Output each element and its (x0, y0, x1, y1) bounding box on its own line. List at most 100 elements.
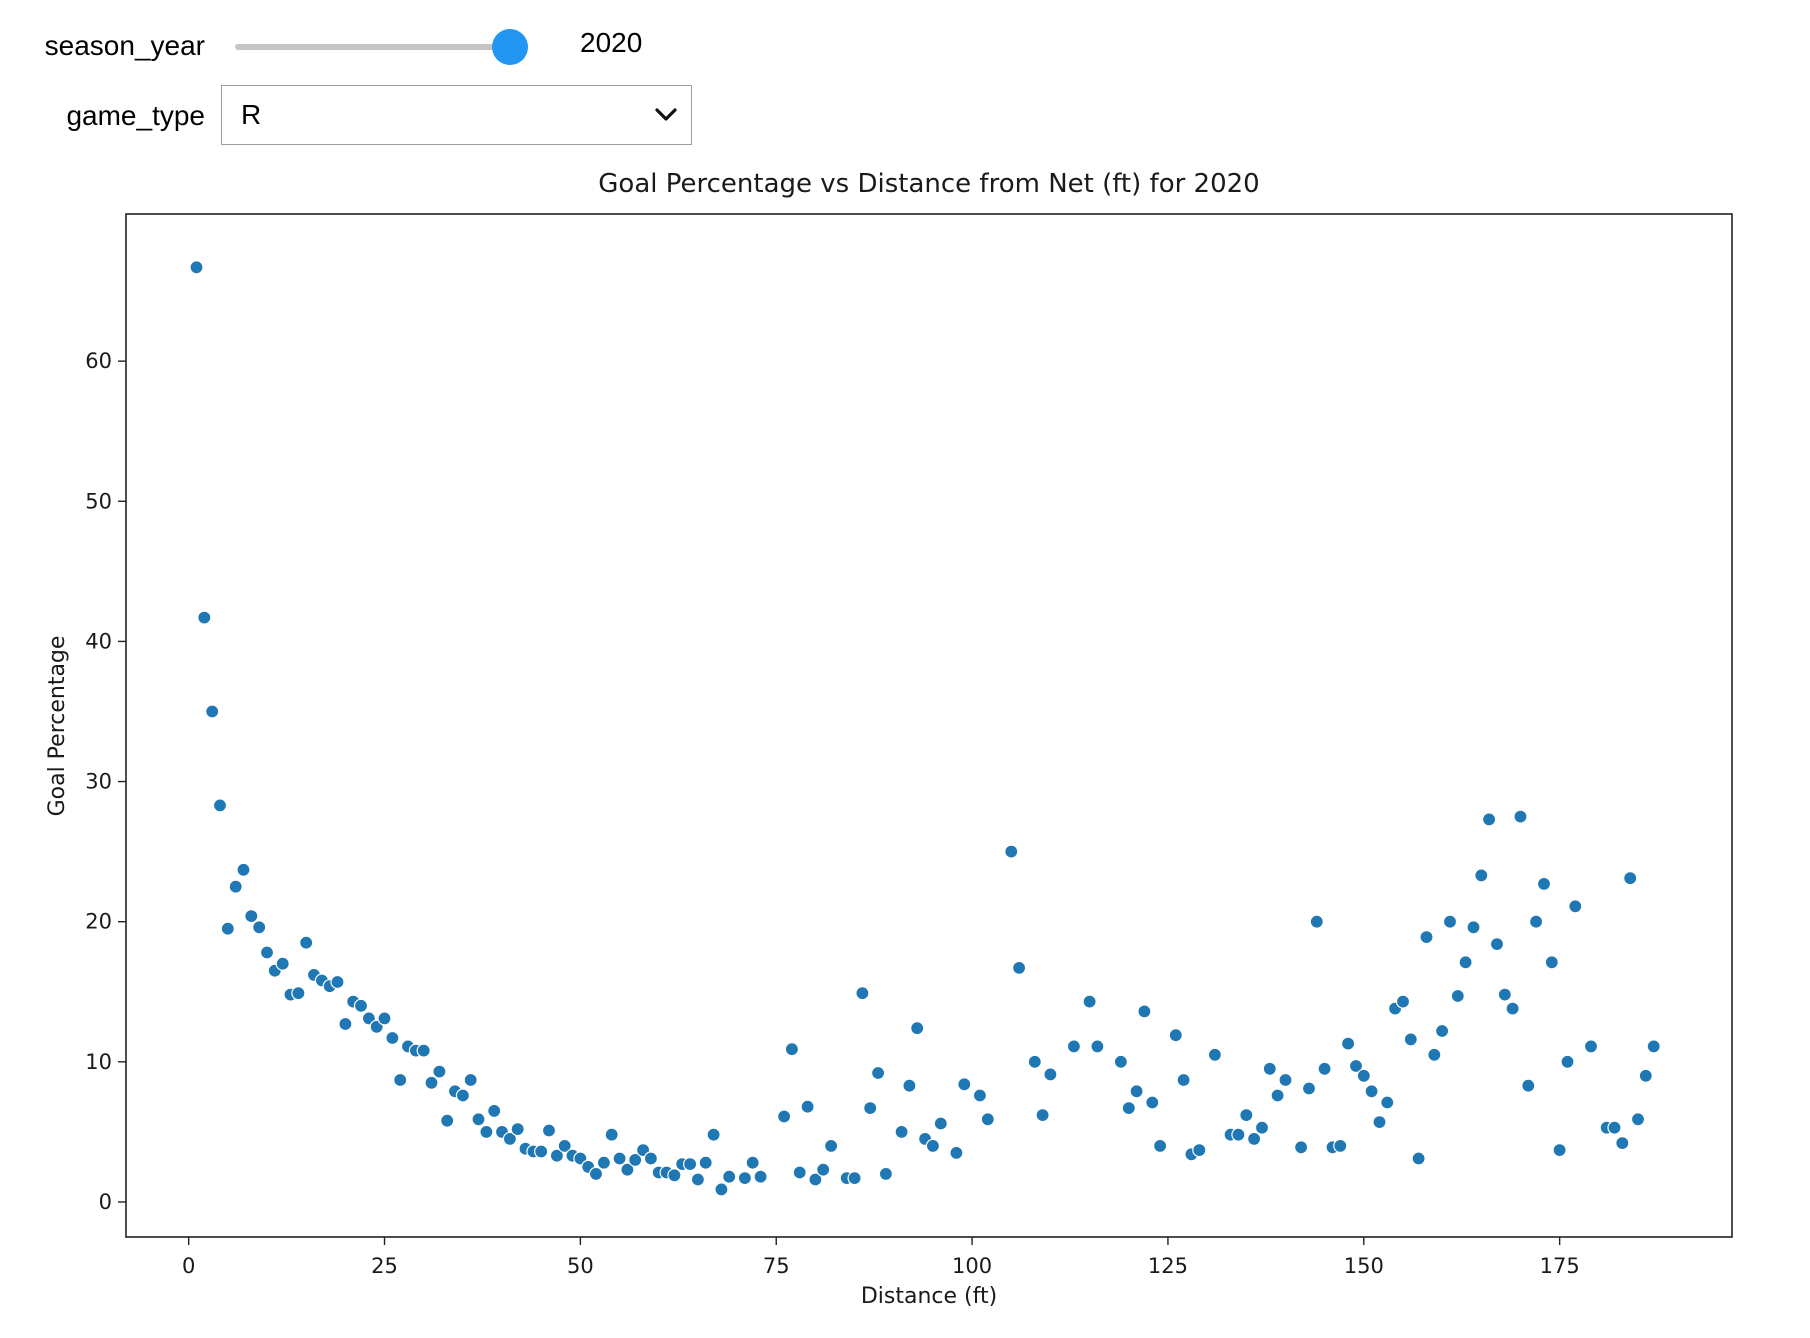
scatter-point (1450, 988, 1465, 1004)
scatter-point (1262, 1061, 1277, 1076)
scatter-point (1278, 1072, 1293, 1088)
scatter-point (808, 1172, 823, 1187)
scatter-point (1207, 1047, 1223, 1062)
scatter-point (667, 1168, 682, 1183)
y-tick-label: 60 (85, 349, 112, 373)
scatter-point (432, 1064, 447, 1079)
y-tick-label: 20 (85, 910, 112, 934)
scatter-point (259, 945, 275, 960)
scatter-point (1646, 1039, 1661, 1054)
scatter-point (1536, 876, 1552, 892)
x-tick-label: 175 (1540, 1254, 1580, 1278)
scatter-point (643, 1151, 659, 1166)
scatter-point (1129, 1084, 1144, 1099)
scatter-point (1152, 1138, 1168, 1154)
scatter-point (1395, 994, 1411, 1009)
season-year-slider-handle[interactable] (492, 29, 528, 65)
scatter-point (510, 1121, 525, 1137)
scatter-point (1623, 871, 1638, 886)
scatter-point (1145, 1095, 1160, 1110)
scatter-point (1082, 994, 1097, 1009)
y-axis: 0 10 20 30 40 50 60 (85, 349, 126, 1214)
scatter-point (1434, 1023, 1450, 1039)
scatter-point (330, 974, 345, 990)
scatter-point (1528, 914, 1544, 929)
scatter-point (338, 1016, 353, 1032)
scatter-point (1560, 1054, 1575, 1069)
scatter-point (1301, 1081, 1317, 1096)
season-year-slider-track[interactable] (235, 44, 510, 50)
scatter-point (949, 1145, 964, 1161)
scatter-point (1113, 1054, 1129, 1069)
scatter-point (471, 1112, 486, 1127)
season-year-value-readout: 2020 (580, 27, 643, 58)
scatter-point (816, 1162, 831, 1177)
scatter-point (1489, 936, 1505, 952)
scatter-point (1521, 1078, 1536, 1093)
scatter-point (1505, 1001, 1520, 1016)
scatter-point (1411, 1151, 1426, 1166)
scatter-point (424, 1075, 439, 1090)
scatter-point (1011, 960, 1027, 976)
scatter-point (902, 1078, 917, 1093)
scatter-point (189, 260, 204, 275)
scatter-point (440, 1113, 455, 1128)
scatter-point (1419, 929, 1434, 945)
scatter-point (1638, 1068, 1653, 1083)
scatter-point (1513, 809, 1528, 824)
scatter-point (847, 1170, 862, 1186)
scatter-point (1442, 914, 1458, 929)
scatter-point (870, 1065, 886, 1081)
scatter-point (753, 1169, 768, 1184)
scatter-point (596, 1155, 612, 1170)
chart-title: Goal Percentage vs Distance from Net (ft… (598, 169, 1259, 199)
scatter-point (706, 1127, 721, 1142)
scatter-point (1466, 920, 1481, 935)
scatter-point (722, 1169, 737, 1184)
x-axis-label: Distance (ft) (861, 1284, 997, 1309)
scatter-point (863, 1100, 878, 1116)
scatter-point (534, 1144, 549, 1159)
scatter-point (385, 1030, 400, 1046)
scatter-point (714, 1182, 729, 1197)
scatter-point (878, 1166, 894, 1182)
season-year-widget: season_year 2020 (0, 18, 700, 74)
x-axis: 0 25 50 75 100 125 150 175 (182, 1237, 1580, 1278)
scatter-point (1403, 1032, 1418, 1047)
x-tick-label: 150 (1344, 1254, 1384, 1278)
scatter-point (745, 1155, 760, 1170)
scatter-point (588, 1166, 604, 1182)
scatter-point (855, 986, 870, 1001)
scatter-point (377, 1011, 392, 1026)
scatter-point (1168, 1028, 1183, 1043)
scatter-point (1027, 1054, 1042, 1069)
scatter-point (1427, 1047, 1442, 1062)
x-tick-label: 75 (763, 1254, 790, 1278)
scatter-point (1583, 1039, 1599, 1054)
x-tick-label: 25 (371, 1254, 398, 1278)
scatter-point (557, 1138, 572, 1154)
game-type-label: game_type (66, 100, 205, 131)
scatter-point (1035, 1107, 1050, 1123)
scatter-point (487, 1103, 502, 1119)
scatter-point (197, 610, 212, 625)
scatter-point (1090, 1039, 1105, 1054)
scatter-chart: Goal Percentage vs Distance from Net (ft… (45, 169, 1733, 1309)
scatter-point (1270, 1088, 1285, 1103)
scatter-point (737, 1170, 753, 1186)
scatter-point (299, 935, 314, 950)
scatter-point (1066, 1039, 1082, 1054)
scatter-point (933, 1116, 948, 1131)
scatter-point (1474, 868, 1489, 883)
y-tick-label: 30 (85, 770, 112, 794)
scatter-point (1544, 955, 1559, 970)
scatter-point (1340, 1036, 1356, 1051)
scatter-point (800, 1099, 815, 1114)
scatter-point (1192, 1142, 1207, 1158)
game-type-dropdown[interactable]: R (221, 85, 692, 145)
scatter-point (894, 1124, 909, 1140)
scatter-point (957, 1077, 972, 1092)
scatter-point (1552, 1142, 1567, 1158)
scatter-point (1137, 1004, 1152, 1019)
scatter-point (1246, 1131, 1262, 1147)
